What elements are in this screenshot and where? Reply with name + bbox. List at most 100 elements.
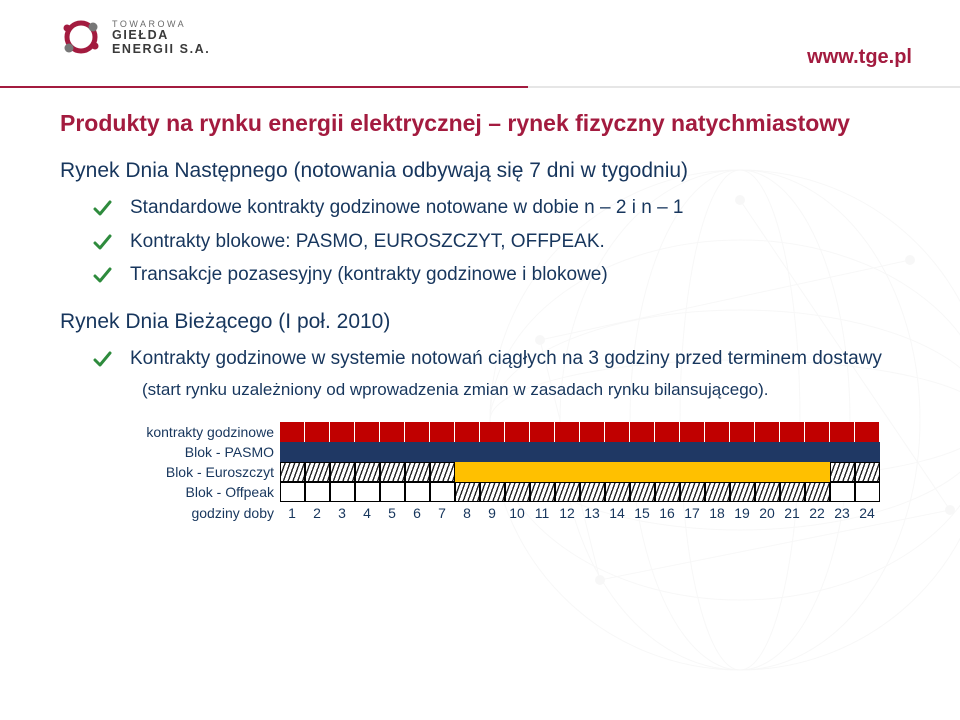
gantt-hour-label: 5 xyxy=(380,502,405,524)
gantt-cell xyxy=(755,422,780,442)
logo: TOWAROWA GIEŁDA ENERGII S.A. xyxy=(60,18,924,56)
hatch-fill xyxy=(555,482,580,502)
gantt-hour-label: 21 xyxy=(780,502,805,524)
gantt-cell xyxy=(780,422,805,442)
bullet-text: Kontrakty blokowe: PASMO, EUROSZCZYT, OF… xyxy=(130,229,900,255)
gantt-cell xyxy=(305,462,330,482)
start-note: (start rynku uzależniony od wprowadzenia… xyxy=(142,380,900,400)
gantt-hour-label: 14 xyxy=(605,502,630,524)
gantt-axis-cells: 123456789101112131415161718192021222324 xyxy=(280,502,880,524)
gantt-hour-label: 9 xyxy=(480,502,505,524)
gantt-hour-label: 11 xyxy=(530,502,555,524)
gantt-hour-label: 20 xyxy=(755,502,780,524)
site-url: www.tge.pl xyxy=(807,46,912,69)
gantt-cell xyxy=(780,442,805,462)
gantt-cell xyxy=(480,462,505,482)
gantt-cell xyxy=(705,482,730,502)
gantt-body: kontrakty godzinoweBlok - PASMOBlok - Eu… xyxy=(140,422,880,524)
gantt-cell xyxy=(405,442,430,462)
gantt-cell xyxy=(705,442,730,462)
checkmark-icon xyxy=(92,349,112,369)
gantt-cell xyxy=(805,482,830,502)
gantt-hour-label: 19 xyxy=(730,502,755,524)
logo-line3: ENERGII S.A. xyxy=(112,43,210,56)
gantt-cell xyxy=(455,422,480,442)
gantt-row-label: Blok - Offpeak xyxy=(140,482,280,502)
gantt-cell xyxy=(280,482,305,502)
gantt-hour-label: 7 xyxy=(430,502,455,524)
gantt-hour-label: 22 xyxy=(805,502,830,524)
content: Produkty na rynku energii elektrycznej –… xyxy=(0,88,960,524)
gantt-row-label: Blok - Euroszczyt xyxy=(140,462,280,482)
gantt-cell xyxy=(730,442,755,462)
section-rdb-heading: Rynek Dnia Bieżącego (I poł. 2010) xyxy=(60,310,900,334)
gantt-hour-label: 18 xyxy=(705,502,730,524)
gantt-row: kontrakty godzinowe xyxy=(140,422,880,442)
gantt-cell xyxy=(680,462,705,482)
gantt-cell xyxy=(655,482,680,502)
gantt-cell xyxy=(305,442,330,462)
hatch-fill xyxy=(530,482,555,502)
gantt-row: Blok - Euroszczyt xyxy=(140,462,880,482)
gantt-cell xyxy=(580,462,605,482)
gantt-row: Blok - Offpeak xyxy=(140,482,880,502)
hatch-fill xyxy=(355,462,380,482)
gantt-row: Blok - PASMO xyxy=(140,442,880,462)
hatch-fill xyxy=(280,462,305,482)
section-rdn-bullets: Standardowe kontrakty godzinowe notowane… xyxy=(92,195,900,288)
gantt-cell xyxy=(455,442,480,462)
gantt-cell xyxy=(555,462,580,482)
hatch-fill xyxy=(430,462,455,482)
gantt-cell xyxy=(805,422,830,442)
gantt-cell xyxy=(630,482,655,502)
gantt-cell xyxy=(330,462,355,482)
hatch-fill xyxy=(655,482,680,502)
gantt-cell xyxy=(830,442,855,462)
gantt-cell xyxy=(580,442,605,462)
gantt-cell xyxy=(430,422,455,442)
gantt-row-label: kontrakty godzinowe xyxy=(140,422,280,442)
hatch-fill xyxy=(580,482,605,502)
hatch-fill xyxy=(855,462,880,482)
gantt-hour-label: 1 xyxy=(280,502,305,524)
gantt-hour-label: 6 xyxy=(405,502,430,524)
gantt-cell xyxy=(605,422,630,442)
gantt-cell xyxy=(530,462,555,482)
section-rdn: Rynek Dnia Następnego (notowania odbywaj… xyxy=(60,159,900,288)
hatch-fill xyxy=(630,482,655,502)
hatch-fill xyxy=(805,482,830,502)
logo-mark-icon xyxy=(60,18,102,56)
gantt-cell xyxy=(505,442,530,462)
gantt-hour-label: 23 xyxy=(830,502,855,524)
gantt-hour-label: 8 xyxy=(455,502,480,524)
gantt-cell xyxy=(755,442,780,462)
gantt-cell xyxy=(805,462,830,482)
gantt-cell xyxy=(780,462,805,482)
hatch-fill xyxy=(480,482,505,502)
gantt-cell xyxy=(530,442,555,462)
hatch-fill xyxy=(780,482,805,502)
gantt-chart: kontrakty godzinoweBlok - PASMOBlok - Eu… xyxy=(140,422,880,524)
gantt-cell xyxy=(555,482,580,502)
hatch-fill xyxy=(730,482,755,502)
gantt-cell xyxy=(705,462,730,482)
gantt-cell xyxy=(380,422,405,442)
hatch-fill xyxy=(330,462,355,482)
gantt-cell xyxy=(430,482,455,502)
bullet-item: Kontrakty blokowe: PASMO, EUROSZCZYT, OF… xyxy=(92,229,900,255)
gantt-hour-label: 15 xyxy=(630,502,655,524)
section-rdn-heading: Rynek Dnia Następnego (notowania odbywaj… xyxy=(60,159,900,183)
bullet-text: Standardowe kontrakty godzinowe notowane… xyxy=(130,195,900,221)
gantt-cell xyxy=(605,462,630,482)
bullet-item: Standardowe kontrakty godzinowe notowane… xyxy=(92,195,900,221)
gantt-cell xyxy=(755,462,780,482)
checkmark-icon xyxy=(92,232,112,252)
gantt-cell xyxy=(355,482,380,502)
gantt-cell xyxy=(455,462,480,482)
gantt-cell xyxy=(305,422,330,442)
logo-text: TOWAROWA GIEŁDA ENERGII S.A. xyxy=(112,20,210,56)
gantt-cell xyxy=(405,482,430,502)
gantt-cell xyxy=(330,422,355,442)
gantt-row-cells xyxy=(280,482,880,502)
gantt-cell xyxy=(505,422,530,442)
